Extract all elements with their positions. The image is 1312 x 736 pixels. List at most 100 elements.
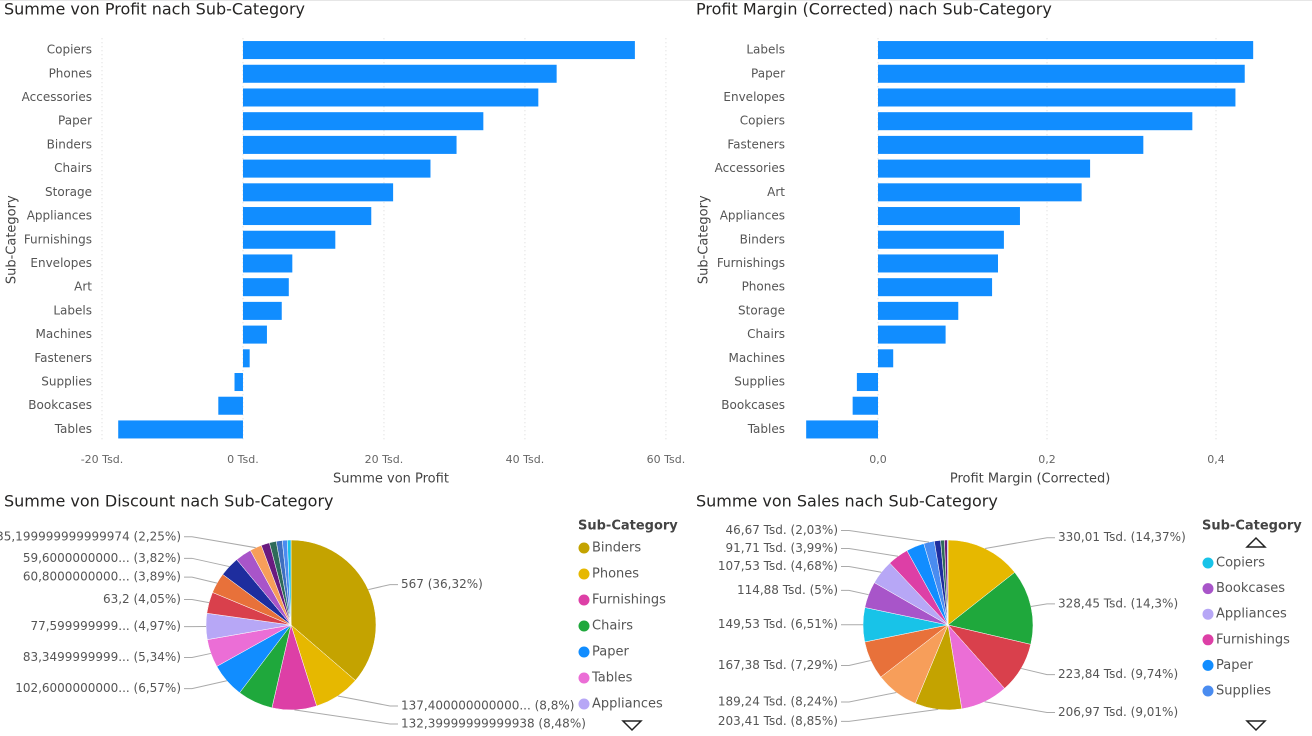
data-label: 189,24 Tsd. (8,24%)	[718, 695, 838, 709]
legend-scroll-up[interactable]	[1245, 536, 1267, 548]
legend-swatch	[578, 620, 590, 632]
bar	[242, 230, 336, 249]
y-tick-label: Machines	[36, 327, 92, 341]
legend-scroll-down[interactable]	[621, 720, 643, 732]
x-tick-label: 0,0	[869, 453, 887, 466]
legend-title: Sub-Category	[1202, 519, 1302, 534]
data-label: 167,38 Tsd. (7,29%)	[718, 658, 838, 672]
bar	[878, 88, 1236, 107]
legend-item: Binders	[592, 541, 641, 556]
x-tick-label: -20 Tsd.	[81, 453, 124, 466]
legend-item: Supplies	[1216, 684, 1271, 699]
leader-line	[184, 557, 230, 568]
y-tick-label: Paper	[751, 66, 785, 80]
y-tick-label: Bookcases	[721, 398, 785, 412]
data-label: 83,3499999999... (5,34%)	[23, 650, 181, 664]
x-tick-label: 20 Tsd.	[365, 453, 404, 466]
data-label: 63,2 (4,05%)	[103, 592, 181, 606]
y-tick-label: Art	[767, 185, 785, 199]
data-label: 149,53 Tsd. (6,51%)	[718, 617, 838, 631]
leader-line	[841, 659, 871, 666]
y-tick-label: Envelopes	[723, 90, 785, 104]
bar	[878, 278, 993, 297]
data-label: 203,41 Tsd. (8,85%)	[718, 714, 838, 728]
leader-line	[184, 652, 212, 658]
x-tick-label: 0,2	[1038, 453, 1056, 466]
leader-line	[184, 598, 210, 604]
legend-item: Furnishings	[1216, 632, 1290, 647]
chart-title: Summe von Sales nach Sub-Category	[696, 492, 998, 511]
leader-line	[1020, 667, 1055, 676]
bar	[878, 41, 1254, 60]
x-axis-title: Profit Margin (Corrected)	[950, 472, 1110, 487]
legend-item: Paper	[592, 645, 629, 660]
legend-item: Bookcases	[1216, 581, 1285, 596]
bar	[242, 88, 539, 107]
legend-swatch	[578, 646, 590, 658]
data-label: 567 (36,32%)	[401, 577, 483, 591]
data-label: 107,53 Tsd. (4,68%)	[718, 559, 838, 573]
bar	[878, 301, 959, 320]
legend-title: Sub-Category	[578, 519, 678, 534]
bar	[878, 325, 946, 344]
data-label: 223,84 Tsd. (9,74%)	[1058, 667, 1178, 681]
bar	[242, 41, 635, 60]
leader-line	[1030, 603, 1055, 608]
legend-item: Chairs	[592, 619, 633, 634]
data-label: 77,599999999... (4,97%)	[30, 619, 181, 633]
y-tick-label: Accessories	[715, 161, 785, 175]
x-tick-label: 60 Tsd.	[647, 453, 686, 466]
leader-line	[184, 576, 218, 584]
data-label: 59,6000000000... (3,82%)	[23, 551, 181, 565]
legend-item: Appliances	[1216, 607, 1287, 622]
y-tick-label: Supplies	[41, 375, 92, 389]
y-axis-title: Sub-Category	[697, 195, 712, 284]
leader-line	[184, 680, 227, 690]
y-tick-label: Furnishings	[24, 232, 92, 246]
bar	[878, 207, 1020, 226]
legend-swatch	[578, 542, 590, 554]
bar	[878, 254, 998, 273]
chart-title: Profit Margin (Corrected) nach Sub-Categ…	[696, 0, 1052, 19]
pie-slice	[947, 539, 1016, 626]
y-tick-label: Bookcases	[28, 398, 92, 412]
y-tick-label: Appliances	[720, 209, 785, 223]
leader-line	[337, 695, 398, 707]
leader-line	[841, 529, 930, 543]
legend-scroll-down[interactable]	[1245, 720, 1267, 732]
bar	[242, 301, 282, 320]
pie-slice	[947, 539, 949, 626]
legend-swatch	[578, 594, 590, 606]
legend-swatch	[1202, 634, 1214, 646]
pie-slice	[290, 539, 377, 681]
leader-line	[841, 547, 899, 557]
legend-swatch	[578, 568, 590, 580]
y-tick-label: Chairs	[747, 327, 785, 341]
x-tick-label: 0,4	[1207, 453, 1225, 466]
y-tick-label: Supplies	[734, 375, 785, 389]
legend-swatch	[578, 672, 590, 684]
y-tick-label: Fasteners	[34, 351, 92, 365]
legend-swatch	[1202, 557, 1214, 569]
legend-swatch	[1202, 608, 1214, 620]
y-axis-title: Sub-Category	[5, 195, 20, 284]
y-tick-label: Phones	[742, 280, 785, 294]
y-tick-label: Copiers	[47, 43, 92, 57]
leader-line	[294, 709, 398, 725]
bar	[878, 159, 1091, 178]
bar	[242, 135, 457, 154]
y-tick-label: Copiers	[740, 114, 785, 128]
y-tick-label: Storage	[45, 185, 92, 199]
bar	[242, 207, 372, 226]
bar	[242, 278, 289, 297]
data-label: 102,6000000000... (6,57%)	[15, 681, 181, 695]
data-label: 206,97 Tsd. (9,01%)	[1058, 705, 1178, 719]
bar	[856, 373, 878, 392]
y-tick-label: Appliances	[27, 209, 92, 223]
bar	[242, 159, 431, 178]
y-tick-label: Fasteners	[727, 137, 785, 151]
leader-line	[184, 536, 256, 549]
bar	[852, 396, 878, 415]
bar	[218, 396, 243, 415]
